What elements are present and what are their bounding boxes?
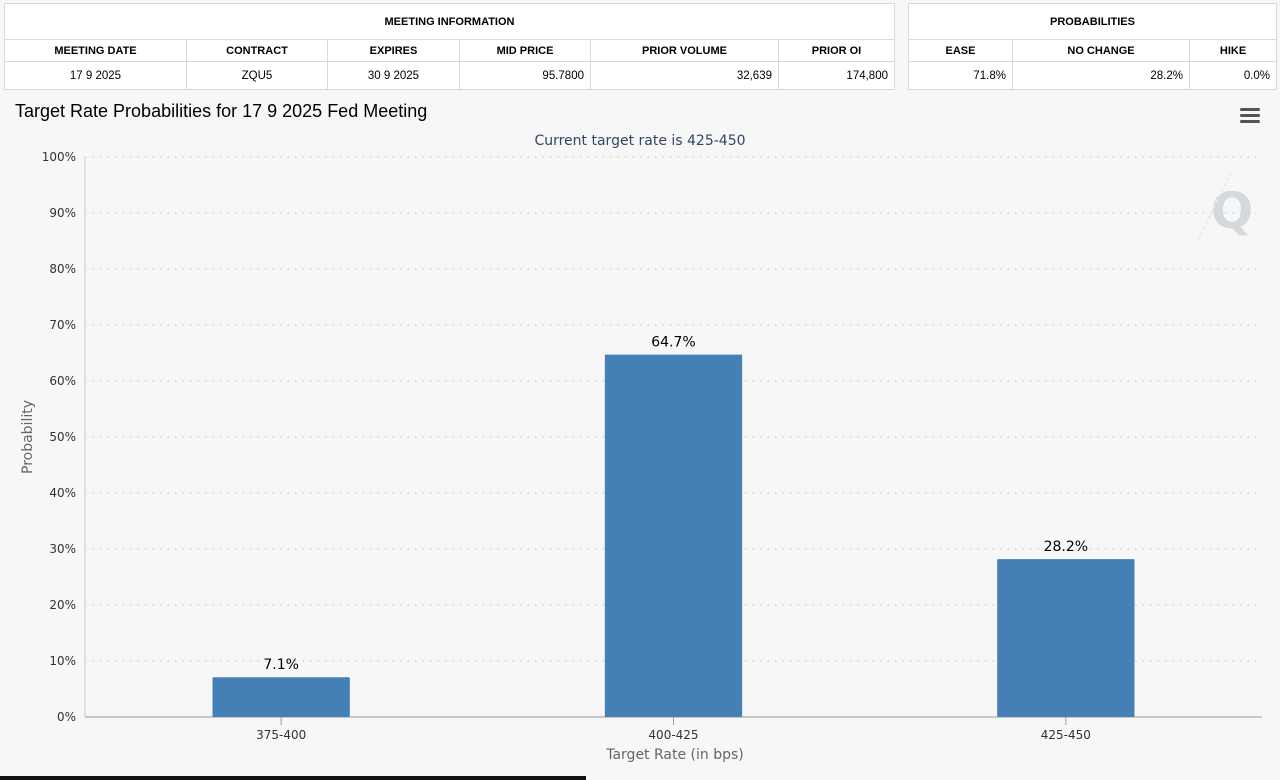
y-tick-label: 50% <box>49 430 76 444</box>
bar-400-425[interactable] <box>604 354 743 717</box>
bars: 7.1% 64.7% 28.2% <box>212 335 1135 717</box>
y-axis-title: Probability <box>20 400 36 474</box>
bar-value-label: 28.2% <box>1044 539 1088 555</box>
meeting-date-value: 17 9 2025 <box>4 61 187 90</box>
y-tick-label: 100% <box>42 150 76 164</box>
bar-425-450[interactable] <box>997 559 1135 717</box>
prior-oi-value: 174,800 <box>778 61 895 90</box>
bar-value-label: 64.7% <box>651 335 695 351</box>
x-tick-label: 425-450 <box>1041 728 1091 742</box>
y-tick-label: 90% <box>49 206 76 220</box>
meeting-information-table: MEETING INFORMATION MEETING DATE CONTRAC… <box>4 3 895 90</box>
svg-text:Q: Q <box>1211 182 1254 240</box>
x-tick-label: 400-425 <box>648 728 698 742</box>
no-change-value: 28.2% <box>1012 61 1190 90</box>
mid-price-header: MID PRICE <box>459 39 591 62</box>
y-tick-label: 70% <box>49 318 76 332</box>
y-tick-label: 60% <box>49 374 76 388</box>
q-logo-icon: Q <box>1197 169 1254 241</box>
meeting-information-heading: MEETING INFORMATION <box>4 3 895 40</box>
y-tick-label: 80% <box>49 262 76 276</box>
y-tick-label: 20% <box>49 598 76 612</box>
y-tick-label: 0% <box>57 710 76 724</box>
prior-volume-value: 32,639 <box>590 61 779 90</box>
gridlines <box>85 156 1262 662</box>
chart-subtitle: Current target rate is 425-450 <box>534 133 745 149</box>
y-tick-label: 40% <box>49 486 76 500</box>
y-tick-label: 30% <box>49 542 76 556</box>
hamburger-menu-icon[interactable] <box>1240 108 1260 124</box>
expires-value: 30 9 2025 <box>327 61 460 90</box>
bar-375-400[interactable] <box>212 677 350 717</box>
bottom-edge-strip <box>0 776 586 780</box>
contract-value: ZQU5 <box>186 61 328 90</box>
ease-value: 71.8% <box>908 61 1013 90</box>
x-tick-label: 375-400 <box>256 728 306 742</box>
hike-value: 0.0% <box>1188 61 1278 90</box>
x-axis-title: Target Rate (in bps) <box>605 747 744 763</box>
bar-value-label: 7.1% <box>263 657 299 673</box>
mid-price-value: 95.7800 <box>459 61 591 90</box>
y-tick-label: 10% <box>49 654 76 668</box>
probabilities-table: PROBABILITIES EASE NO CHANGE HIKE 71.8% … <box>907 3 1278 90</box>
chart-title: Target Rate Probabilities for 17 9 2025 … <box>15 101 428 121</box>
